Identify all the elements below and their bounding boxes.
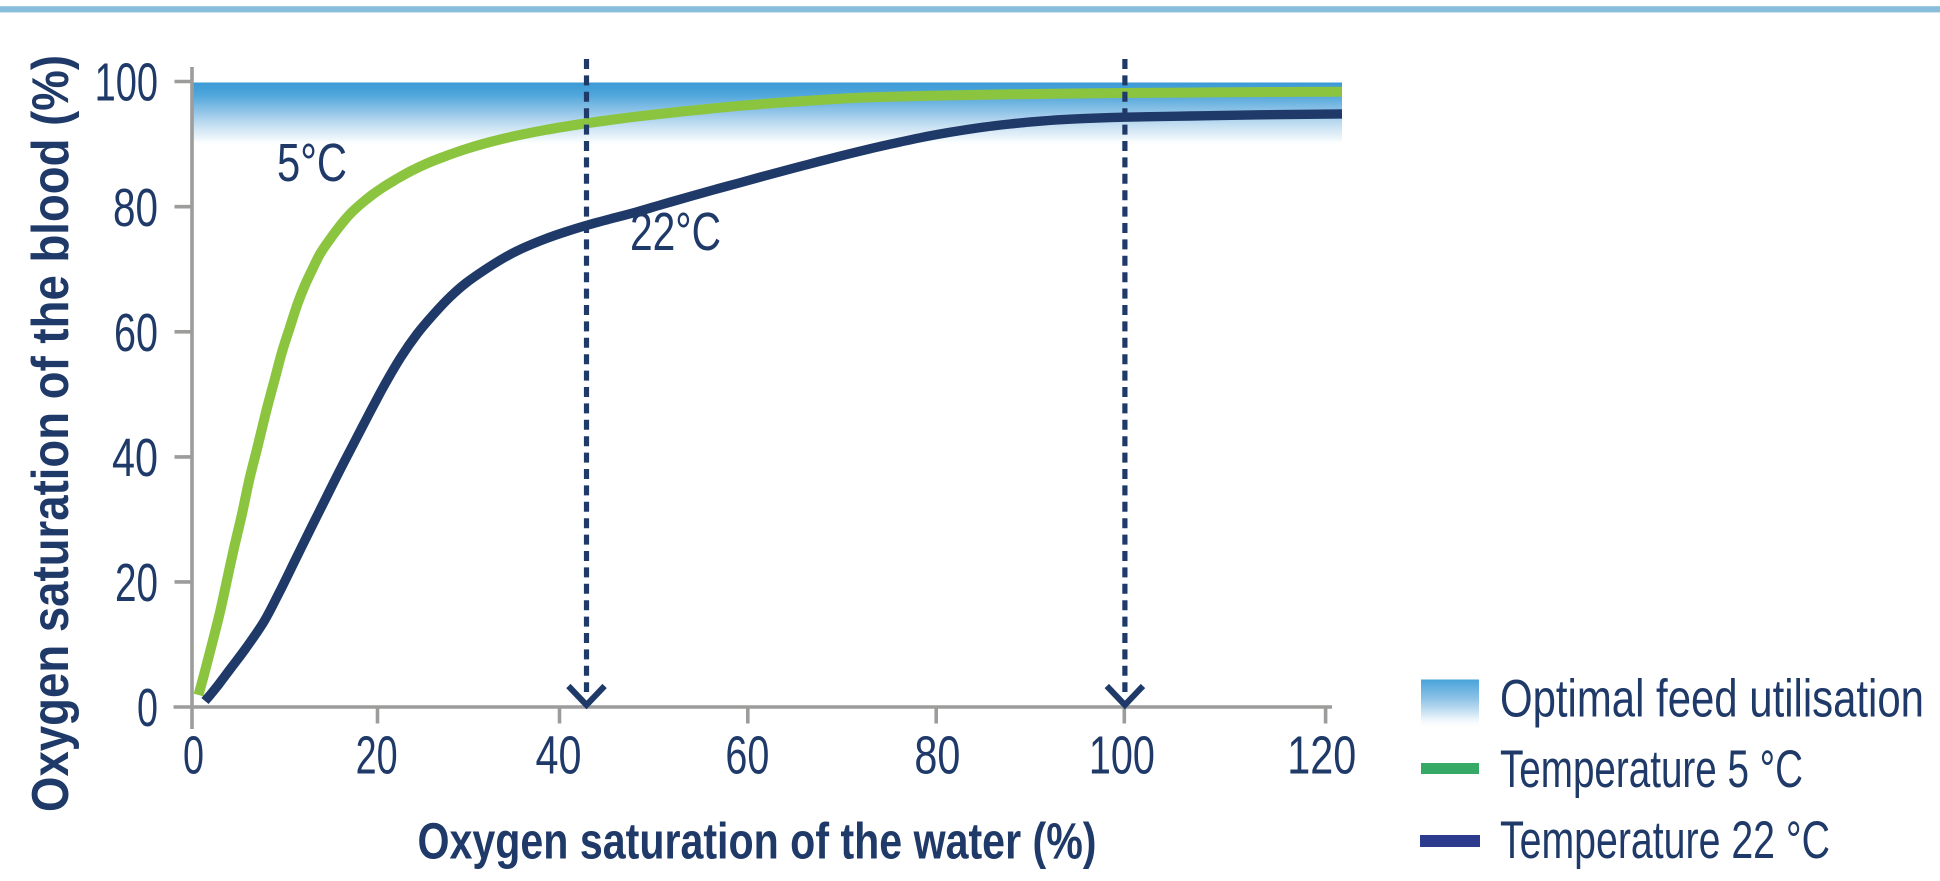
svg-text:5°C: 5°C bbox=[277, 133, 347, 193]
svg-text:20: 20 bbox=[356, 726, 398, 786]
svg-text:120: 120 bbox=[1287, 726, 1356, 786]
svg-text:40: 40 bbox=[536, 726, 582, 786]
svg-text:20: 20 bbox=[115, 553, 158, 613]
svg-text:0: 0 bbox=[183, 726, 204, 786]
svg-text:80: 80 bbox=[113, 178, 158, 238]
svg-text:100: 100 bbox=[95, 53, 158, 113]
svg-text:22°C: 22°C bbox=[630, 202, 721, 262]
svg-text:Temperature 5 °C: Temperature 5 °C bbox=[1500, 740, 1803, 799]
svg-text:60: 60 bbox=[114, 303, 158, 363]
svg-text:60: 60 bbox=[725, 726, 769, 786]
svg-text:Temperature 22 °C: Temperature 22 °C bbox=[1500, 811, 1830, 870]
svg-text:0: 0 bbox=[137, 678, 158, 738]
svg-text:100: 100 bbox=[1089, 726, 1155, 786]
svg-text:Oxygen saturation of the blood: Oxygen saturation of the blood (%) bbox=[22, 55, 80, 812]
svg-text:40: 40 bbox=[112, 428, 158, 488]
svg-text:80: 80 bbox=[914, 726, 960, 786]
svg-text:Oxygen saturation of the water: Oxygen saturation of the water (%) bbox=[418, 813, 1097, 870]
svg-text:Optimal feed utilisation: Optimal feed utilisation bbox=[1500, 669, 1924, 728]
